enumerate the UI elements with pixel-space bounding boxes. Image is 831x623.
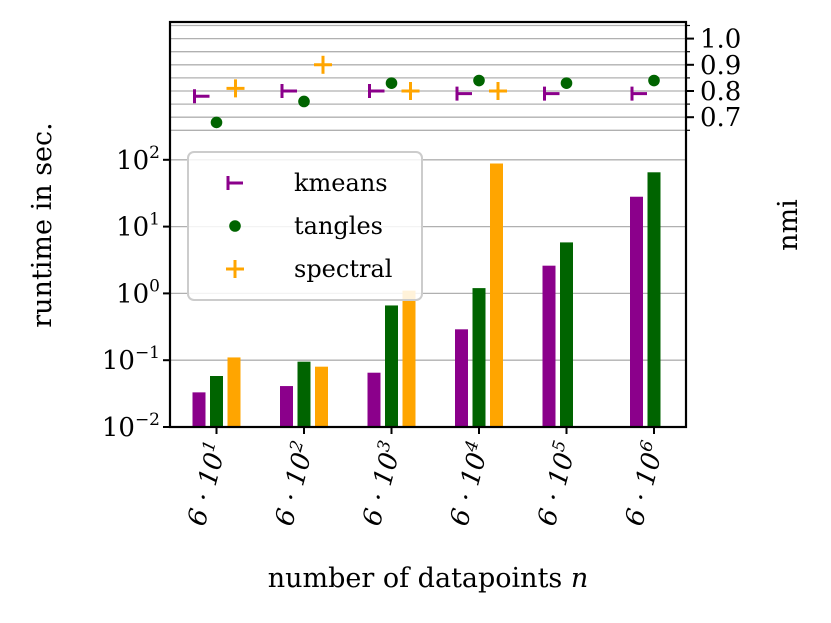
legend: kmeans tangles spectral <box>187 151 423 301</box>
bar-tangles <box>210 376 223 427</box>
x-tick-label: 6 · 101 <box>179 438 233 529</box>
bar-kmeans <box>280 386 293 427</box>
nmi-marker-tangles <box>648 74 660 87</box>
y-axis-right-label: nmi <box>773 199 804 251</box>
legend-box <box>187 151 423 301</box>
nmi-marker-spectral <box>226 79 245 98</box>
y-tick-label: 10−1 <box>102 343 160 376</box>
bar-spectral <box>402 290 416 427</box>
nmi-tick-label: 0.7 <box>700 103 741 133</box>
y-tick-label: 102 <box>116 143 160 176</box>
bar-spectral <box>227 357 241 427</box>
nmi-marker-tangles <box>210 116 223 129</box>
y-axis-label: runtime in sec. <box>27 122 58 327</box>
nmi-marker-spectral <box>489 82 507 100</box>
x-tick-label: 6 · 102 <box>267 438 321 529</box>
x-axis-label: number of datapoints n <box>268 563 589 594</box>
bar-spectral <box>490 163 503 428</box>
legend-markers <box>226 176 244 278</box>
legend-marker-tangles <box>229 220 241 232</box>
bar-kmeans <box>367 372 381 427</box>
bar-kmeans <box>455 329 468 427</box>
nmi-markers <box>193 55 660 129</box>
nmi-marker-spectral <box>314 55 332 74</box>
nmi-marker-tangles <box>560 77 573 89</box>
legend-marker-kmeans <box>226 176 243 190</box>
legend-label-spectral: spectral <box>294 255 392 283</box>
bar-tangles <box>385 305 398 427</box>
nmi-marker-kmeans <box>280 84 297 98</box>
nmi-marker-tangles <box>298 95 310 108</box>
nmi-marker-kmeans <box>193 89 210 104</box>
nmi-marker-kmeans <box>630 86 647 101</box>
bar-tangles <box>560 242 573 427</box>
runtime-bars <box>192 163 661 428</box>
bar-tangles <box>647 172 661 427</box>
nmi-tick-label: 0.9 <box>700 51 741 81</box>
legend-marker-spectral <box>226 260 244 278</box>
legend-label-kmeans: kmeans <box>294 169 388 197</box>
y-tick-label: 101 <box>116 210 160 243</box>
nmi-tick-label: 1.0 <box>700 25 741 55</box>
y-tick-label: 10−2 <box>102 410 160 443</box>
nmi-marker-tangles <box>385 77 398 89</box>
bar-kmeans <box>542 265 556 427</box>
bar-kmeans <box>192 392 206 427</box>
bar-tangles <box>297 361 311 427</box>
nmi-marker-tangles <box>473 74 485 87</box>
x-tick-label: 6 · 106 <box>617 438 671 529</box>
y-tick-label: 100 <box>116 276 160 309</box>
bar-kmeans <box>630 196 643 427</box>
nmi-marker-spectral <box>401 82 420 100</box>
x-tick-label: 6 · 104 <box>442 438 496 529</box>
x-tick-label: 6 · 105 <box>529 438 583 529</box>
bar-spectral <box>315 366 328 427</box>
plot-frame <box>168 20 688 429</box>
nmi-marker-kmeans <box>368 84 385 98</box>
nmi-marker-kmeans <box>543 86 560 101</box>
x-tick-label: 6 · 103 <box>354 438 408 529</box>
bar-tangles <box>472 288 486 427</box>
legend-label-tangles: tangles <box>294 212 383 240</box>
nmi-marker-kmeans <box>455 86 472 101</box>
nmi-tick-label: 0.8 <box>700 77 741 107</box>
